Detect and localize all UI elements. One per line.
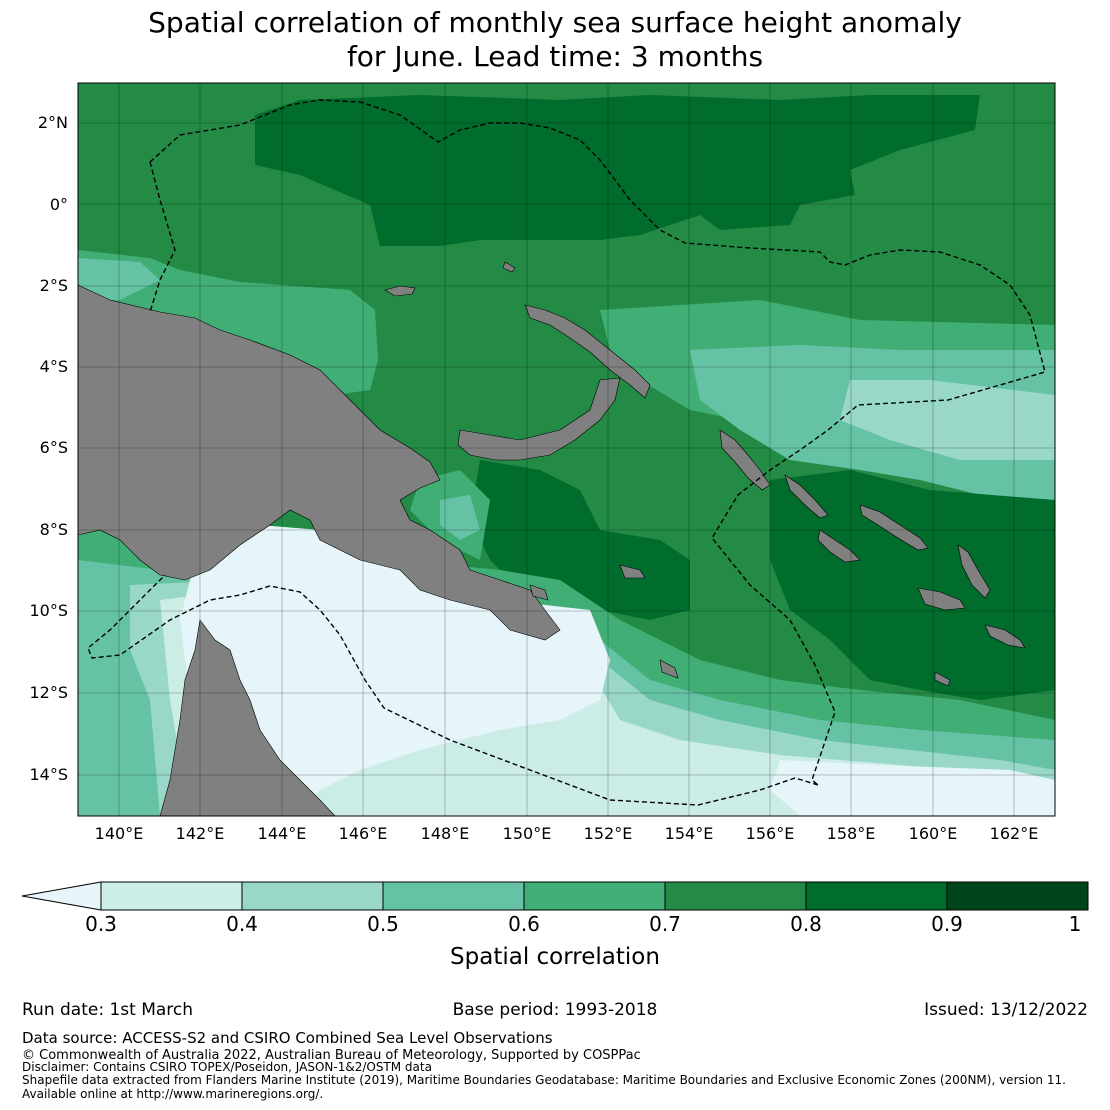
lon-label-144e: 144°E	[257, 824, 307, 843]
sea-field-0.5-0.6-west	[78, 258, 160, 300]
lon-label-162e: 162°E	[989, 824, 1039, 843]
land-choiseul	[784, 474, 829, 519]
shapefile-credit: Shapefile data extracted from Flanders M…	[22, 1073, 1066, 1087]
land-makira	[984, 624, 1026, 649]
lat-label-4s: 4°S	[39, 357, 68, 376]
run-date: Run date: 1st March	[22, 1000, 194, 1020]
graticule	[78, 83, 1055, 816]
colorbar-segment-0.5	[383, 882, 524, 910]
colorbar-tick-1: 1	[1068, 912, 1082, 936]
colorbar-tick-0.4: 0.4	[226, 912, 258, 936]
lon-label-148e: 148°E	[420, 824, 470, 843]
land-santa-isabel	[859, 504, 929, 551]
land-new-georgia	[817, 529, 861, 563]
sea-field-0.5-0.6-ne	[440, 495, 480, 540]
base-period: Base period: 1993-2018	[452, 1000, 658, 1020]
title-line-2: for June. Lead time: 3 months	[346, 40, 764, 73]
title-line-1: Spatial correlation of monthly sea surfa…	[148, 6, 962, 39]
lon-label-158e: 158°E	[826, 824, 876, 843]
sea-field-below-0.3	[180, 525, 610, 816]
lon-label-142e: 142°E	[175, 824, 225, 843]
lat-label-10s: 10°S	[29, 601, 68, 620]
colorbar-segment-0.3	[101, 882, 242, 910]
lon-label-154e: 154°E	[664, 824, 714, 843]
colorbar-segment-0.9	[947, 882, 1088, 910]
copyright: © Commonwealth of Australia 2022, Austra…	[22, 1048, 641, 1063]
issued-date: Issued: 13/12/2022	[924, 1000, 1088, 1020]
eez-boundary-australia	[87, 574, 819, 806]
colorbar-segment-0.4	[242, 882, 383, 910]
lat-label-2n: 2°N	[37, 113, 68, 132]
lon-label-146e: 146°E	[338, 824, 388, 843]
colorbar	[21, 881, 1089, 911]
colorbar-segment-0.8	[806, 882, 947, 910]
lon-label-152e: 152°E	[583, 824, 633, 843]
sea-field-below-0.3-east	[770, 760, 1055, 816]
sea-field-0.8-0.9-solomon	[770, 470, 1055, 700]
colorbar-dividers	[241, 882, 948, 910]
eez-boundary-png	[149, 99, 1046, 786]
eez-boundary-png-west	[149, 161, 176, 313]
land-new-ireland	[524, 304, 651, 399]
colorbar-tick-0.5: 0.5	[367, 912, 399, 936]
land-guadalcanal	[917, 587, 966, 611]
lat-label-14s: 14°S	[29, 765, 68, 784]
map-frame	[77, 82, 1056, 817]
land-new-britain	[457, 377, 621, 461]
lat-label-6s: 6°S	[39, 438, 68, 457]
sea-field-0.4-0.5-east	[840, 380, 1055, 460]
land-malaita	[957, 544, 991, 599]
map-panel	[78, 83, 1055, 816]
lon-label-160e: 160°E	[908, 824, 958, 843]
lon-label-156e: 156°E	[745, 824, 795, 843]
land-cape-york	[159, 619, 336, 816]
land-new-guinea	[78, 284, 561, 641]
land-small-islands	[502, 261, 951, 687]
colorbar-tick-0.6: 0.6	[508, 912, 540, 936]
colorbar-title: Spatial correlation	[450, 944, 660, 970]
colorbar-tick-0.3: 0.3	[85, 912, 117, 936]
colorbar-tick-0.8: 0.8	[790, 912, 822, 936]
colorbar-tick-0.9: 0.9	[931, 912, 963, 936]
lat-label-8s: 8°S	[39, 520, 68, 539]
land-bougainville	[719, 429, 771, 491]
lat-label-0: 0°	[49, 195, 68, 214]
lat-label-2s: 2°S	[39, 276, 68, 295]
colorbar-segment-0.7	[665, 882, 806, 910]
colorbar-tick-0.7: 0.7	[649, 912, 681, 936]
lat-label-12s: 12°S	[29, 683, 68, 702]
available-online: Available online at http://www.marinereg…	[22, 1087, 324, 1101]
data-source: Data source: ACCESS-S2 and CSIRO Combine…	[22, 1029, 553, 1047]
colorbar-segment-0.6	[524, 882, 665, 910]
land-manus	[384, 285, 416, 297]
sea-field-0.8-0.9-north	[255, 95, 980, 246]
lon-label-140e: 140°E	[94, 824, 144, 843]
colorbar-under-arrow	[21, 881, 102, 911]
colorbar-frame	[100, 881, 1089, 911]
lon-label-150e: 150°E	[502, 824, 552, 843]
disclaimer: Disclaimer: Contains CSIRO TOPEX/Poseido…	[22, 1060, 432, 1074]
